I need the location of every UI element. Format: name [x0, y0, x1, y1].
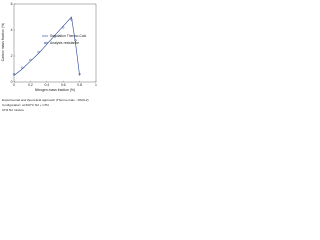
x-tick-label: 1	[95, 83, 97, 87]
background	[0, 0, 100, 127]
data-point	[21, 66, 24, 69]
data-line	[13, 16, 80, 76]
y-tick-label: 0	[11, 80, 13, 84]
data-point	[12, 73, 16, 76]
caption-line: Experimental and theoretical approach (T…	[2, 98, 89, 102]
y-axis-label: Carbon mass fraction (%)	[1, 23, 5, 61]
x-tick-label: 0.8	[77, 83, 82, 87]
caption-line: Configuration: at 600°C N2 + CH4	[2, 103, 49, 107]
plot-frame	[13, 3, 97, 83]
data-point	[62, 26, 65, 29]
x-tick-label: 0.6	[61, 83, 66, 87]
y-tick-label: 2	[11, 54, 13, 58]
caption-line: CH4 N2 mixture	[2, 108, 24, 112]
data-point	[78, 73, 81, 76]
legend-marker	[43, 41, 47, 45]
chart: Carbon mass fraction (%) Nitrogen mass f…	[0, 0, 100, 127]
y-tick-label: 4	[11, 28, 13, 32]
data-point	[37, 50, 40, 54]
x-tick-label: 0.2	[28, 83, 33, 87]
x-tick-label: 0.4	[44, 83, 49, 87]
data-point	[53, 35, 57, 38]
data-point	[74, 39, 77, 42]
legend-label: Analysis resistance	[50, 41, 79, 45]
data-point	[29, 58, 32, 61]
legend-label: Simulation Thermo-Calc	[50, 34, 87, 38]
y-tick-label: 6	[11, 2, 13, 6]
x-tick-label: 0	[13, 83, 15, 87]
data-point	[70, 18, 73, 21]
x-axis-label: Nitrogen mass fraction (%)	[35, 88, 75, 92]
